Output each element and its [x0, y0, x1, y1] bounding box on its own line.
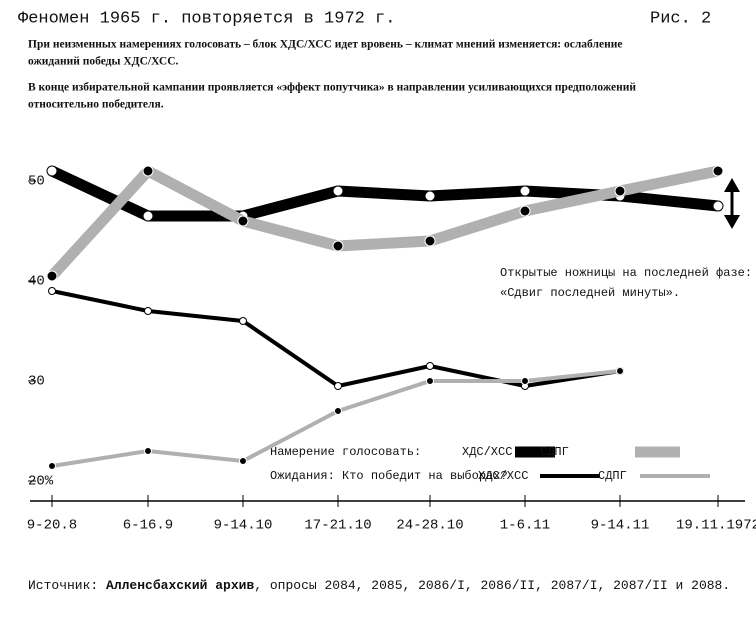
- point: [424, 235, 436, 247]
- point: [616, 367, 624, 375]
- point: [426, 362, 434, 370]
- point: [239, 457, 247, 465]
- legend-label: ХДС/ХСС: [462, 445, 512, 459]
- chart-title: Феномен 1965 г. повторяется в 1972 г.: [18, 9, 395, 28]
- annotation: «Сдвиг последней минуты».: [500, 286, 680, 300]
- x-tick-label: 1-6.11: [500, 518, 550, 534]
- point: [334, 382, 342, 390]
- legend-group: Ожидания: Кто победит на выборах?: [270, 469, 508, 483]
- x-tick-label: 17-21.10: [304, 518, 371, 534]
- point: [142, 210, 154, 222]
- subtitle: ожиданий победы ХДС/ХСС.: [28, 56, 179, 68]
- y-tick-label: 40: [28, 274, 45, 290]
- subtitle: относительно победителя.: [28, 99, 164, 111]
- x-tick-label: 9-20.8: [27, 518, 77, 534]
- point: [614, 185, 626, 197]
- point: [424, 190, 436, 202]
- subtitle: При неизменных намерениях голосовать – б…: [28, 39, 622, 51]
- point: [519, 185, 531, 197]
- legend-label: СДПГ: [598, 469, 627, 483]
- point: [519, 205, 531, 217]
- x-tick-label: 24-28.10: [396, 518, 463, 534]
- point: [144, 307, 152, 315]
- point: [332, 240, 344, 252]
- y-tick-label: 20%: [28, 474, 54, 490]
- x-tick-label: 9-14.10: [214, 518, 273, 534]
- point: [144, 447, 152, 455]
- point: [712, 200, 724, 212]
- point: [426, 377, 434, 385]
- figure-label: Рис. 2: [650, 9, 711, 28]
- series-line: [47, 165, 720, 280]
- x-tick-label: 6-16.9: [123, 518, 173, 534]
- source-rest: , опросы 2084, 2085, 2086/I, 2086/II, 20…: [254, 578, 730, 593]
- legend-label: СДПГ: [540, 445, 569, 459]
- subtitle: В конце избирательной кампании проявляет…: [28, 82, 636, 94]
- point: [521, 377, 529, 385]
- legend-group: Намерение голосовать:: [270, 445, 421, 459]
- y-tick-label: 50: [28, 174, 45, 190]
- x-tick-label: 9-14.11: [591, 518, 650, 534]
- legend-label: ХДС/ХСС: [478, 469, 528, 483]
- point: [142, 165, 154, 177]
- source: Источник: Алленсбахский архив, опросы 20…: [28, 578, 730, 593]
- point: [332, 185, 344, 197]
- point: [239, 317, 247, 325]
- double-arrow: [724, 178, 740, 229]
- point: [334, 407, 342, 415]
- point: [46, 270, 58, 282]
- point: [46, 165, 58, 177]
- y-tick-label: 30: [28, 374, 45, 390]
- x-tick-label: 19.11.1972: [676, 518, 756, 534]
- source-name: Алленсбахский архив: [106, 578, 254, 593]
- point: [712, 165, 724, 177]
- point: [237, 215, 249, 227]
- source-label: Источник:: [28, 578, 98, 593]
- annotation: Открытые ножницы на последней фазе:: [500, 266, 752, 280]
- point: [48, 287, 56, 295]
- point: [48, 462, 56, 470]
